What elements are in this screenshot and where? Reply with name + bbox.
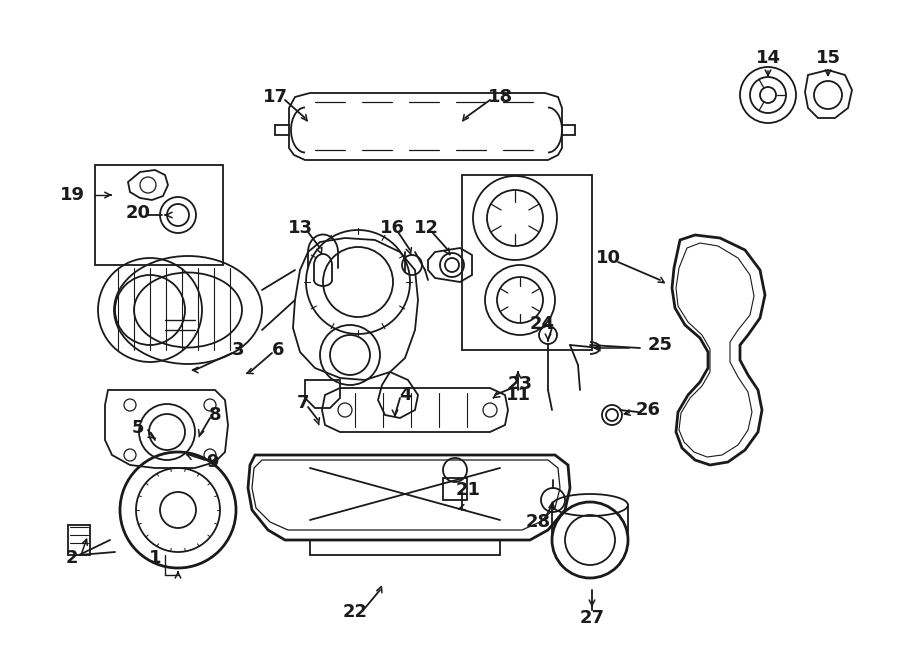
Bar	[443, 478, 467, 500]
Text: 26: 26	[635, 401, 661, 419]
Text: 23: 23	[508, 375, 533, 393]
Bar	[462, 175, 592, 350]
Text: 5: 5	[131, 419, 144, 437]
Text: 4: 4	[399, 386, 411, 404]
Text: 17: 17	[263, 88, 287, 106]
Text: 20: 20	[125, 204, 150, 222]
Text: 21: 21	[455, 481, 481, 499]
Text: 28: 28	[526, 513, 551, 531]
Text: 15: 15	[815, 49, 841, 67]
Text: 19: 19	[59, 186, 85, 204]
Text: 10: 10	[596, 249, 620, 267]
Text: 14: 14	[755, 49, 780, 67]
Text: 22: 22	[343, 603, 367, 621]
Text: 2: 2	[66, 549, 78, 567]
Text: 27: 27	[580, 609, 605, 627]
Text: 16: 16	[380, 219, 404, 237]
Text: 3: 3	[232, 341, 244, 359]
Text: 6: 6	[272, 341, 284, 359]
Text: 7: 7	[297, 394, 310, 412]
Bar	[68, 525, 90, 555]
Text: 9: 9	[206, 453, 218, 471]
Text: 18: 18	[488, 88, 513, 106]
Text: 12: 12	[413, 219, 438, 237]
Text: 11: 11	[506, 386, 530, 404]
Text: 8: 8	[209, 406, 221, 424]
Text: 24: 24	[529, 315, 554, 333]
Text: 25: 25	[648, 336, 673, 354]
Bar	[95, 165, 223, 265]
Text: 1: 1	[148, 549, 161, 567]
Text: 13: 13	[287, 219, 312, 237]
